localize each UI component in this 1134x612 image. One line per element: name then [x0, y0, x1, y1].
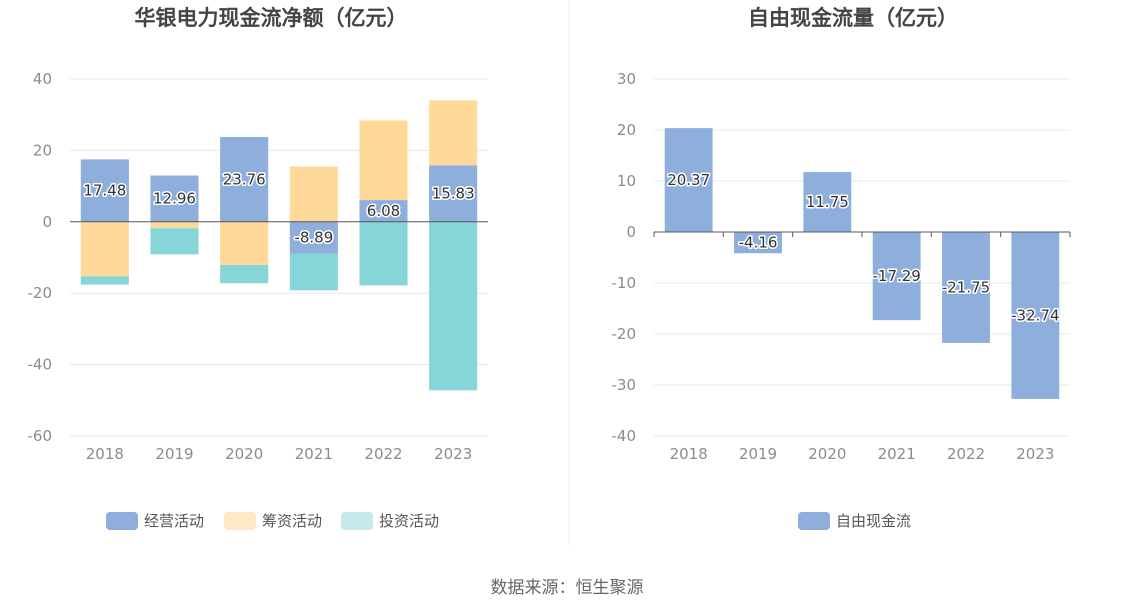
bar-经营活动-2019	[150, 175, 199, 222]
data-label: 23.76	[223, 170, 266, 188]
bar-投资活动-2023	[429, 221, 478, 391]
y-tick-label: -40	[28, 356, 53, 374]
bar-投资活动-2018	[80, 276, 129, 285]
legend-item: 自由现金流	[798, 512, 911, 530]
x-tick-label: 2021	[878, 445, 916, 463]
bar-经营活动-2020	[220, 136, 269, 222]
legend-item: 筹资活动	[224, 512, 322, 530]
x-tick-label: 2022	[947, 445, 985, 463]
x-tick-label: 2020	[808, 445, 846, 463]
legend-label: 经营活动	[144, 512, 204, 530]
data-label: -8.89	[294, 229, 333, 247]
bar-自由现金流-2021	[872, 232, 921, 321]
x-tick-label: 2018	[670, 445, 708, 463]
x-tick-label: 2023	[1016, 445, 1054, 463]
bar-筹资活动-2021	[289, 166, 338, 222]
y-tick-label: 20	[33, 141, 52, 159]
data-label: 11.75	[806, 193, 849, 211]
y-tick-label: -20	[28, 284, 53, 302]
bar-自由现金流-2022	[942, 232, 990, 343]
x-tick-label: 2020	[225, 445, 263, 463]
free-cash-flow-chart: 自由现金流量（亿元） -40 -30 -20 -10 0 10 20 30 20.37 -4.16 1…	[612, 6, 1071, 530]
y-tick-label: -10	[612, 274, 637, 292]
source-caption: 数据来源：恒生聚源	[491, 578, 644, 598]
x-tick-label: 2023	[434, 445, 472, 463]
x-tick-label: 2022	[364, 445, 402, 463]
data-label: 20.37	[667, 171, 710, 189]
y-tick-label: -30	[612, 376, 637, 394]
legend-swatch	[341, 512, 373, 530]
legend-swatch	[224, 512, 256, 530]
data-label: 6.08	[367, 202, 400, 220]
y-tick-label: 10	[617, 172, 636, 190]
bar-投资活动-2021	[289, 253, 338, 291]
bar-筹资活动-2020	[220, 221, 269, 265]
y-tick-label: 0	[42, 213, 52, 231]
x-tick-label: 2021	[295, 445, 333, 463]
y-tick-label: 40	[33, 70, 52, 88]
y-tick-label: -20	[612, 325, 637, 343]
bar-自由现金流-2018	[664, 128, 713, 232]
x-tick-label: 2018	[86, 445, 124, 463]
bar-自由现金流-2023	[1011, 232, 1060, 399]
data-label: 15.83	[432, 185, 475, 203]
legend-item: 经营活动	[106, 512, 204, 530]
data-label: 17.48	[83, 182, 126, 200]
bar-筹资活动-2018	[80, 221, 129, 277]
bar-投资活动-2022	[359, 221, 408, 286]
bar-经营活动-2022	[359, 200, 408, 222]
y-tick-label: 20	[617, 121, 636, 139]
legend-label: 自由现金流	[836, 512, 911, 530]
bar-自由现金流-2019	[734, 232, 782, 254]
bar-筹资活动-2022	[359, 120, 408, 201]
data-label: -17.29	[872, 267, 920, 285]
y-tick-label: 0	[626, 223, 636, 241]
net-cash-flow-chart: 华银电力现金流净额（亿元） -60 -40 -20 0 20 40 17.48 12.96 23.…	[28, 6, 488, 530]
chart-title: 自由现金流量（亿元）	[748, 6, 958, 30]
legend-label: 筹资活动	[262, 512, 322, 530]
y-tick-label: -60	[28, 427, 53, 445]
chart-title: 华银电力现金流净额（亿元）	[135, 6, 408, 30]
data-label: 12.96	[153, 190, 196, 208]
bar-自由现金流-2020	[803, 172, 852, 232]
legend-swatch	[798, 512, 830, 530]
legend-label: 投资活动	[379, 512, 439, 530]
bar-经营活动-2021	[289, 221, 338, 254]
legend-swatch	[106, 512, 138, 530]
bar-投资活动-2020	[220, 264, 269, 284]
bar-经营活动-2023	[429, 165, 478, 222]
legend-item: 投资活动	[341, 512, 439, 530]
y-tick-label: 30	[617, 70, 636, 88]
data-label: -32.74	[1011, 306, 1059, 324]
bar-筹资活动-2023	[429, 100, 478, 166]
x-tick-label: 2019	[739, 445, 777, 463]
data-label: -21.75	[942, 278, 990, 296]
data-label: -4.16	[739, 234, 778, 252]
y-tick-label: -40	[612, 427, 637, 445]
x-tick-label: 2019	[155, 445, 193, 463]
bar-筹资活动-2019	[150, 221, 199, 229]
bar-投资活动-2019	[150, 228, 199, 255]
bar-经营活动-2018	[80, 159, 129, 222]
